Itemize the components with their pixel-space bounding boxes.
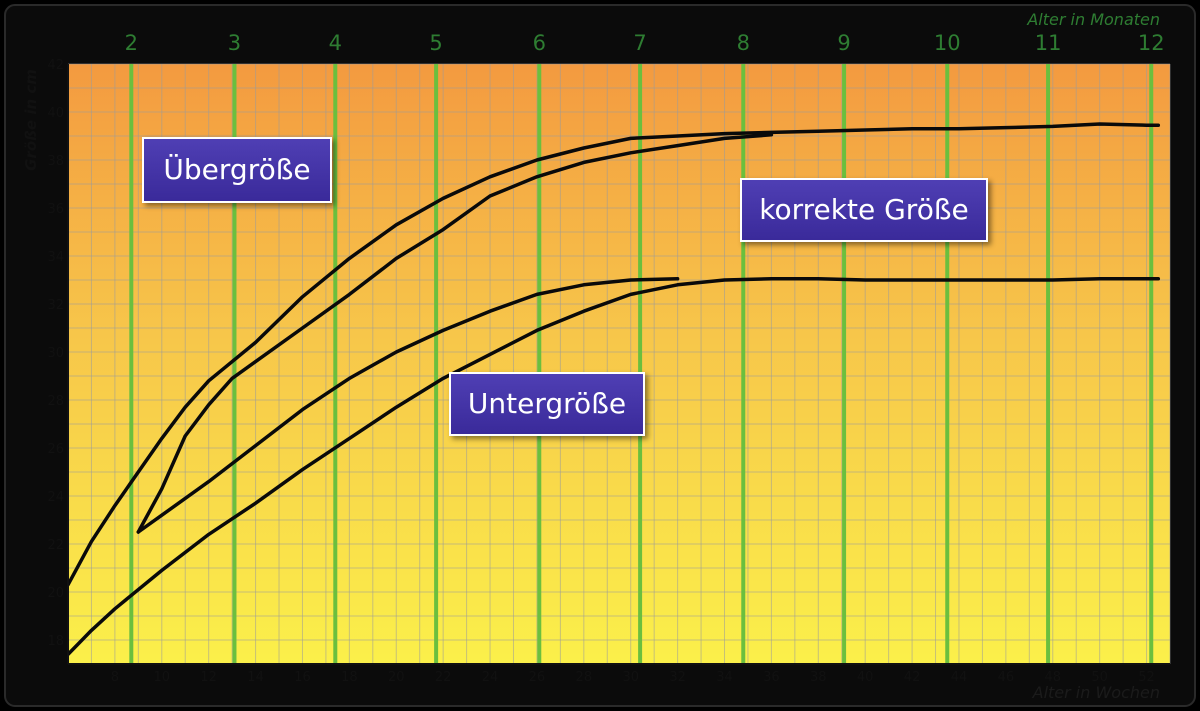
y-tick-label: 38 [47,154,64,169]
y-tick-label: 28 [47,394,64,409]
x-tick-label: 10 [154,670,171,685]
month-tick-label: 5 [429,31,442,55]
y-tick-label: 26 [47,442,64,457]
y-tick-label: 34 [47,250,64,265]
month-tick-label: 6 [533,31,546,55]
x-tick-label: 40 [857,670,874,685]
x-tick-label: 32 [669,670,686,685]
month-tick-label: 2 [125,31,138,55]
x-tick-label: 42 [904,670,921,685]
x-tick-label: 24 [482,670,499,685]
growth-curve [66,122,1161,587]
month-tick-label: 8 [737,31,750,55]
growth-curve [66,277,1161,657]
x-tick-label: 48 [1044,670,1061,685]
y-tick-label: 42 [47,58,64,73]
x-tick-label: 52 [1138,670,1155,685]
month-tick-label: 7 [633,31,646,55]
x-tick-label: 50 [1091,670,1108,685]
x-tick-label: 12 [200,670,217,685]
y-tick-label: 30 [47,346,64,361]
y-tick-label: 24 [47,490,64,505]
y-tick-label: 20 [47,586,64,601]
x-tick-label: 14 [247,670,264,685]
x-axis-title: Alter in Wochen [1032,683,1160,702]
month-tick-label: 10 [934,31,961,55]
month-tick-label: 9 [837,31,850,55]
y-tick-label: 36 [47,202,64,217]
x-tick-label: 38 [810,670,827,685]
x-tick-label: 18 [341,670,358,685]
month-tick-label: 11 [1035,31,1062,55]
x-tick-label: 46 [998,670,1015,685]
x-tick-label: 26 [529,670,546,685]
y-axis-title: Größe in cm [22,69,40,171]
month-tick-label: 4 [329,31,342,55]
x-tick-label: 20 [388,670,405,685]
x-tick-label: 34 [716,670,733,685]
axes: 8 10 12 14 16 18 20 22 24 26 28 30 32 34 36 38 40 42 44 46 4… [47,58,1170,685]
x-tick-label: 8 [111,670,119,685]
x-tick-label: 16 [294,670,311,685]
growth-curve [136,133,774,534]
top-axis-title: Alter in Monaten [1026,10,1160,29]
y-tick-label: 22 [47,538,64,553]
x-tick-label: 36 [763,670,780,685]
y-tick-label: 40 [47,106,64,121]
label-oversize: Übergröße [142,137,332,203]
month-tick-label: 3 [228,31,241,55]
month-tick-label: 12 [1138,31,1165,55]
curves [66,122,1161,657]
y-tick-label: 32 [47,298,64,313]
y-tick-label: 18 [47,634,64,649]
x-tick-label: 22 [435,670,452,685]
x-tick-label: 30 [622,670,639,685]
label-correct-size: korrekte Größe [740,178,988,242]
x-tick-label: 28 [576,670,593,685]
growth-curve [136,277,680,534]
x-tick-label: 44 [951,670,968,685]
label-undersize: Untergröße [449,372,645,436]
